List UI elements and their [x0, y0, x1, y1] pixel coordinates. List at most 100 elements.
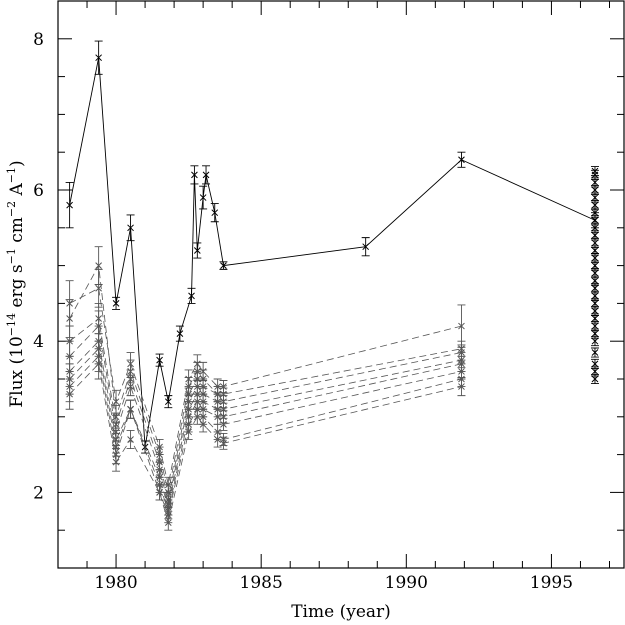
series-line — [69, 317, 462, 501]
dashed-series — [65, 333, 466, 520]
data-point — [591, 201, 599, 209]
data-point — [591, 209, 599, 217]
y-tick-label: 4 — [33, 332, 44, 352]
solid-series — [65, 40, 599, 454]
data-point — [591, 330, 599, 337]
y-axis-title-exponent: −1 — [5, 167, 18, 183]
data-point — [112, 458, 120, 466]
data-point — [591, 284, 599, 292]
series-line — [69, 340, 462, 508]
data-point — [199, 421, 207, 428]
data-point — [591, 375, 599, 383]
data-point — [591, 360, 599, 368]
data-point — [214, 413, 221, 421]
data-point — [188, 292, 195, 300]
data-point — [591, 232, 599, 239]
y-axis-title-part: A — [7, 182, 27, 200]
data-point — [591, 171, 599, 179]
data-point — [458, 156, 465, 164]
data-point — [591, 224, 599, 232]
data-point — [95, 360, 102, 368]
data-point — [164, 519, 172, 526]
x-tick-label: 1995 — [530, 573, 573, 593]
dashed-series — [65, 310, 466, 512]
y-tick-label: 6 — [33, 181, 44, 201]
y-axis-title-exponent: −14 — [5, 313, 18, 336]
y-axis-title: Flux (10−14 erg s−1 cm−2 A−1) — [5, 160, 27, 407]
data-point — [362, 243, 370, 251]
data-point — [164, 398, 172, 406]
data-point — [127, 224, 134, 232]
data-point — [591, 194, 599, 201]
x-tick-label: 1980 — [94, 573, 137, 593]
data-point — [199, 194, 207, 201]
series-layer — [65, 40, 599, 531]
data-point — [95, 262, 102, 269]
data-point — [591, 262, 599, 269]
data-point — [202, 171, 210, 179]
data-point — [220, 421, 227, 428]
data-point — [591, 300, 599, 307]
y-axis-title-exponent: −2 — [5, 201, 18, 217]
data-point — [220, 439, 227, 447]
dashed-series — [65, 246, 466, 501]
series-line — [69, 57, 596, 448]
data-point — [220, 413, 227, 421]
data-point — [193, 413, 201, 421]
data-point — [458, 322, 465, 330]
plot-frame — [57, 0, 625, 569]
dashed-series — [65, 268, 466, 493]
data-point — [591, 277, 599, 285]
y-axis-title-part: Flux (10 — [7, 336, 27, 407]
data-point — [220, 390, 227, 398]
y-tick-label: 8 — [33, 30, 44, 50]
data-point — [127, 405, 134, 413]
series-line — [69, 355, 462, 517]
data-point — [591, 239, 599, 247]
data-point — [220, 405, 227, 413]
data-point — [156, 356, 163, 364]
data-point — [591, 254, 599, 262]
data-point — [191, 171, 198, 179]
data-point — [66, 201, 73, 209]
data-point — [185, 428, 192, 436]
data-point — [156, 489, 163, 496]
data-point — [591, 179, 599, 186]
data-point — [127, 383, 134, 390]
data-point — [591, 337, 599, 345]
dashed-series — [65, 302, 466, 508]
y-axis-title-part: ) — [7, 160, 27, 167]
data-point — [211, 209, 219, 217]
x-tick-label: 1985 — [240, 573, 283, 593]
data-point — [112, 398, 120, 406]
data-point — [220, 262, 227, 269]
dashed-series — [65, 348, 466, 531]
data-point — [591, 269, 599, 277]
data-point — [66, 390, 73, 398]
data-point — [95, 54, 102, 62]
x-tick-label: 1990 — [385, 573, 428, 593]
data-point — [591, 186, 599, 194]
dashed-series — [65, 340, 466, 524]
data-point — [591, 292, 599, 300]
data-point — [591, 368, 599, 375]
series-line — [69, 264, 462, 493]
y-axis-title-part: cm — [7, 217, 27, 248]
y-axis-title-exponent: −1 — [5, 248, 18, 264]
data-point — [176, 330, 184, 337]
data-point — [458, 383, 465, 390]
data-point — [591, 216, 599, 224]
data-point — [220, 383, 227, 390]
data-point — [591, 247, 599, 254]
data-point — [591, 315, 599, 322]
data-point — [193, 247, 201, 254]
data-point — [591, 307, 599, 315]
series-line — [69, 287, 462, 485]
axis-ticks: 1980 1985 1990 1995 2 4 6 8 — [33, 1, 624, 593]
x-axis-title: Time (year) — [291, 602, 391, 622]
data-point — [220, 398, 227, 406]
data-point — [591, 322, 599, 330]
data-point — [591, 349, 599, 356]
data-point — [66, 315, 73, 322]
